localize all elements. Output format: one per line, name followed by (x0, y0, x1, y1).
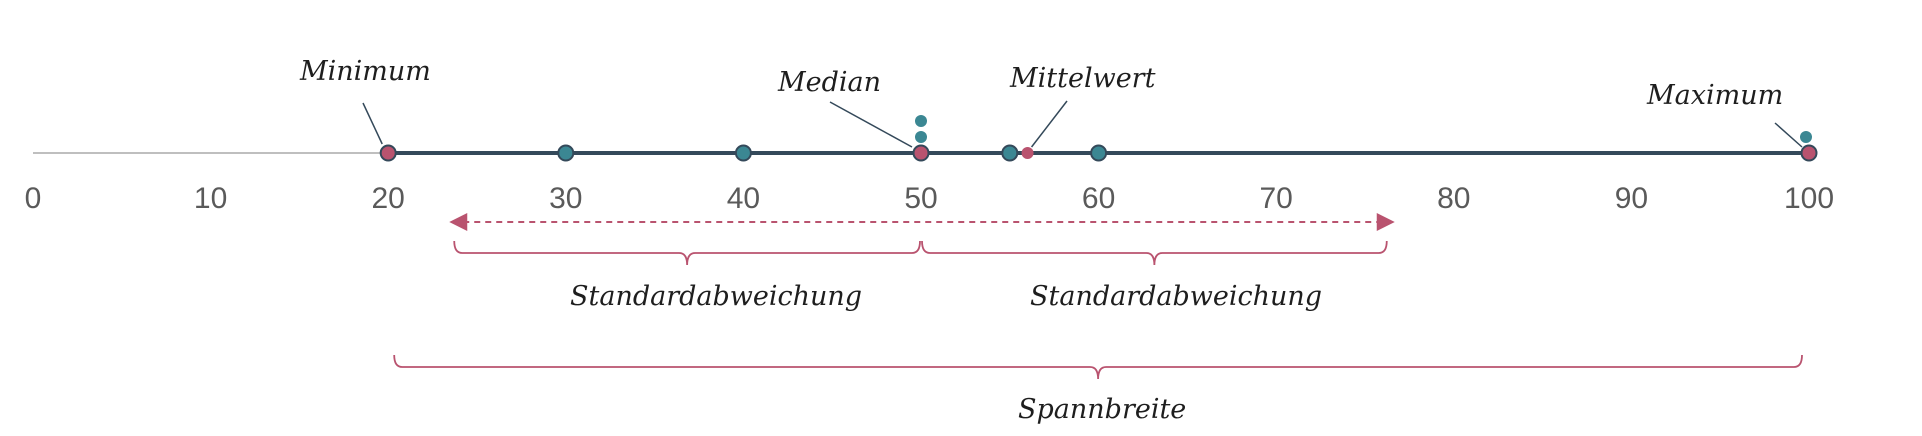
maximum-leader-line (1774, 122, 1803, 148)
median-leader-line (829, 101, 913, 148)
range-brace (393, 354, 1803, 380)
axis-tick-labels: 0 10 20 30 40 50 60 70 80 90 100 (25, 182, 1834, 215)
tick-label: 70 (1260, 182, 1293, 215)
mean-marker (1021, 147, 1034, 159)
data-point (557, 144, 575, 162)
data-point (1800, 131, 1812, 143)
data-point (1090, 144, 1108, 162)
data-point (912, 144, 930, 162)
standard-deviation-arrow (449, 213, 1395, 231)
data-point (379, 144, 397, 162)
minimum-label: Minimum (299, 56, 431, 87)
range-label: Spannbreite (1018, 394, 1186, 425)
tick-label: 40 (727, 182, 760, 215)
data-points (379, 115, 1818, 162)
standard-deviation-arrow-head-right (1376, 213, 1395, 231)
tick-label: 10 (194, 182, 227, 215)
tick-label: 60 (1082, 182, 1115, 215)
tick-label: 30 (549, 182, 582, 215)
data-point (915, 131, 927, 143)
tick-label: 90 (1615, 182, 1648, 215)
tick-label: 20 (372, 182, 405, 215)
standard-deviation-left-brace (453, 240, 921, 266)
standard-deviation-right-label: Standardabweichung (1030, 281, 1322, 312)
data-point (1800, 144, 1818, 162)
data-point (734, 144, 752, 162)
data-point (915, 115, 927, 127)
standard-deviation-arrow-head-left (449, 213, 468, 231)
tick-label: 100 (1784, 182, 1834, 215)
median-label: Median (777, 67, 881, 98)
tick-label: 80 (1437, 182, 1470, 215)
data-point (1001, 144, 1019, 162)
tick-label: 0 (25, 182, 42, 215)
tick-label: 50 (904, 182, 937, 215)
standard-deviation-left-label: Standardabweichung (570, 281, 862, 312)
standard-deviation-right-brace (921, 240, 1388, 266)
minimum-leader-line (362, 102, 383, 145)
maximum-label: Maximum (1646, 80, 1783, 111)
mean-leader-line (1030, 100, 1068, 148)
mean-label: Mittelwert (1009, 63, 1156, 94)
